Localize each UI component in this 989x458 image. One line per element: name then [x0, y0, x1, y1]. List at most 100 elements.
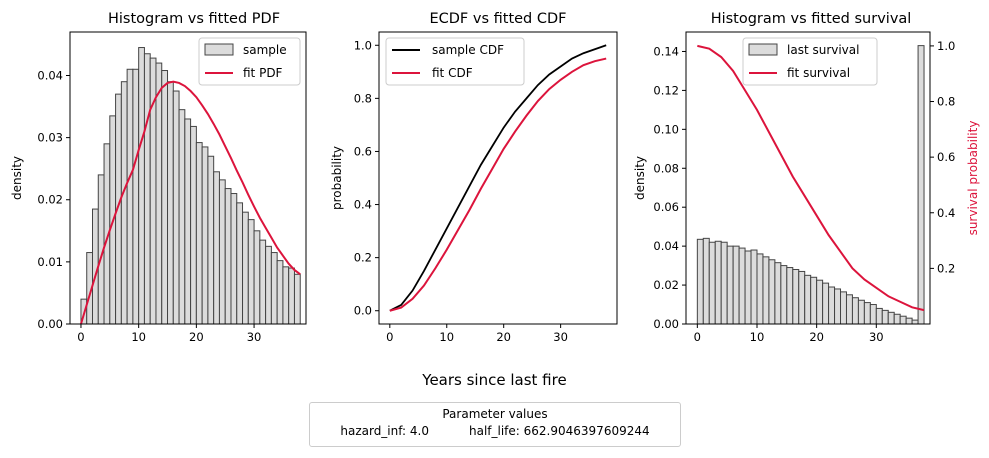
- fit-survival-line: [697, 44, 925, 312]
- x-tick-label: 20: [809, 330, 824, 344]
- histogram-bar: [236, 202, 244, 325]
- legend-swatch-last-survival: [748, 43, 778, 56]
- histogram-bar: [201, 146, 209, 325]
- legend: last survival fit survival: [742, 37, 878, 86]
- x-tick-label: 10: [750, 330, 765, 344]
- parameter-box-title: Parameter values: [442, 407, 548, 421]
- histogram-bar: [756, 253, 764, 325]
- y-tick-label: 0.2: [354, 251, 372, 265]
- histogram-bar: [875, 307, 883, 325]
- histogram-bar: [744, 250, 752, 325]
- histogram-bars: [696, 45, 925, 325]
- histogram-bar: [720, 241, 728, 325]
- x-tick-label: 20: [496, 330, 511, 344]
- histogram-bar: [218, 179, 226, 325]
- histogram-bar: [816, 279, 824, 325]
- histogram-bar: [253, 230, 261, 325]
- histogram-bar: [178, 109, 186, 325]
- x-tick-label: 30: [247, 330, 262, 344]
- x-tick-label: 0: [77, 330, 84, 344]
- legend-label-fit-cdf: fit CDF: [432, 66, 473, 80]
- histogram-bar: [822, 282, 830, 325]
- histogram-bar: [288, 267, 295, 325]
- histogram-bar: [917, 45, 925, 325]
- y-tick-label: 0.08: [653, 161, 679, 175]
- y2-axis-label: survival probability: [966, 121, 980, 236]
- histogram-bar: [708, 241, 716, 325]
- x-tick-label: 0: [386, 330, 393, 344]
- y-tick-label: 0.4: [354, 198, 372, 212]
- histogram-bar: [887, 311, 895, 325]
- histogram-bar: [207, 155, 215, 325]
- x-tick-label: 0: [694, 330, 701, 344]
- histogram-bar: [696, 238, 704, 325]
- histogram-bar: [881, 309, 889, 325]
- histogram-bar: [190, 125, 197, 325]
- histogram-bar: [195, 142, 203, 325]
- axes-frame: [685, 31, 931, 325]
- histogram-bar: [293, 273, 301, 325]
- x-tick-label: 10: [439, 330, 454, 344]
- histogram-bar: [750, 249, 758, 325]
- histogram-bar: [840, 291, 847, 325]
- histogram-bar: [259, 239, 267, 325]
- panel-title: ECDF vs fitted CDF: [429, 11, 566, 27]
- histogram-bar: [167, 81, 174, 325]
- legend-swatch-sample: [204, 43, 234, 56]
- y-tick-label: 0.04: [37, 68, 63, 82]
- x-tick-label: 30: [869, 330, 884, 344]
- histogram-bar: [780, 265, 788, 325]
- histogram-bar: [792, 268, 800, 325]
- histogram-bar: [911, 319, 919, 325]
- legend-label-last-survival: last survival: [787, 43, 859, 57]
- histogram-bar: [126, 68, 134, 325]
- y-tick-label: 0.01: [37, 255, 63, 269]
- y-tick-label: 0.12: [653, 83, 679, 97]
- histogram-bar: [161, 70, 169, 325]
- y-tick-label: 0.02: [37, 193, 63, 207]
- histogram-bar: [905, 317, 913, 325]
- y-tick-label: 0.8: [354, 91, 372, 105]
- y-axis-label: probability: [330, 146, 344, 210]
- sample-cdf-line: [389, 44, 607, 312]
- histogram-bar: [834, 288, 842, 325]
- histogram-bar: [857, 299, 865, 325]
- histogram-bar: [155, 62, 163, 325]
- y-tick-label: 0.00: [653, 317, 679, 331]
- y-tick-label: 0.06: [653, 200, 679, 214]
- legend-label-fit: fit PDF: [243, 66, 283, 80]
- y2-tick-label: 1.0: [937, 39, 955, 53]
- y-tick-label: 0.14: [653, 44, 679, 58]
- histogram-bar: [774, 262, 782, 325]
- histogram-bar: [738, 247, 746, 325]
- histogram-bar: [276, 260, 284, 325]
- histogram-bar: [899, 315, 907, 325]
- histogram-bar: [869, 304, 877, 325]
- histogram-bar: [270, 252, 278, 325]
- param-half-life: half_life: 662.9046397609244: [469, 424, 650, 438]
- y-tick-label: 0.10: [653, 122, 679, 136]
- histogram-bar: [732, 245, 740, 325]
- y-tick-label: 0.00: [37, 317, 63, 331]
- histogram-bar: [845, 294, 853, 325]
- histogram-bar: [184, 118, 192, 325]
- histogram-bar: [138, 47, 145, 325]
- y-tick-label: 1.0: [354, 38, 372, 52]
- histogram-bar: [714, 240, 722, 325]
- histogram-bar: [810, 276, 818, 325]
- y-tick-label: 0.6: [354, 144, 372, 158]
- histogram-bar: [726, 245, 734, 325]
- histogram-bar: [120, 81, 128, 325]
- x-tick-label: 10: [131, 330, 146, 344]
- y-axis-label: density: [10, 156, 24, 200]
- histogram-bar: [893, 313, 901, 325]
- histogram-bar: [804, 274, 812, 325]
- x-tick-label: 20: [189, 330, 204, 344]
- fit-pdf-line: [80, 80, 301, 325]
- histogram-bar: [702, 237, 710, 325]
- x-tick-label: 30: [553, 330, 568, 344]
- y-tick-label: 0.0: [354, 304, 372, 318]
- histogram-bar: [282, 266, 290, 325]
- histogram-bar: [851, 297, 859, 325]
